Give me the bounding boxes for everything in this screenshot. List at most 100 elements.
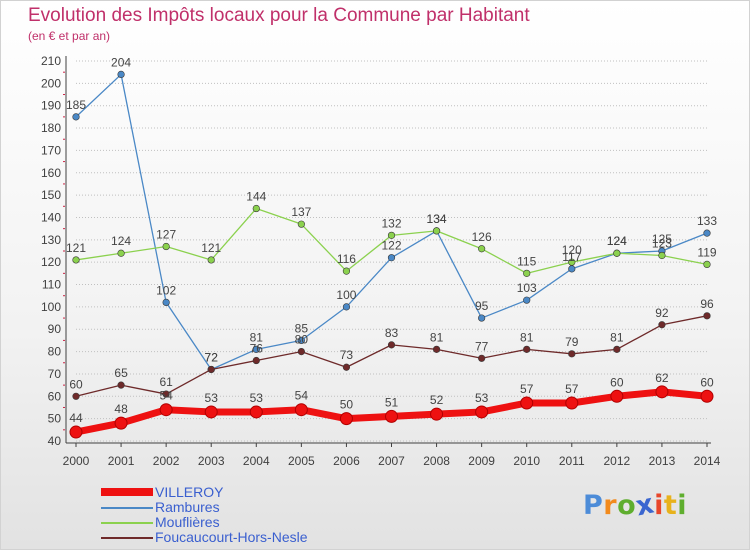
- data-label-rambures: 122: [381, 239, 401, 253]
- y-tick-label: 130: [41, 233, 61, 247]
- data-label-villeroy: 54: [295, 389, 309, 403]
- data-point-foucaucourt-hors-nesle: [387, 341, 396, 349]
- data-label-moufli-res: 121: [66, 241, 86, 255]
- x-tick-label: 2009: [468, 454, 495, 468]
- data-label-foucaucourt-hors-nesle: 65: [114, 366, 128, 380]
- x-tick-label: 2007: [378, 454, 405, 468]
- data-point-villeroy: [565, 396, 579, 410]
- y-tick-label: 210: [41, 54, 61, 68]
- data-label-moufli-res: 137: [291, 205, 311, 219]
- data-label-villeroy: 44: [69, 411, 83, 425]
- data-point-foucaucourt-hors-nesle: [72, 392, 80, 400]
- data-label-foucaucourt-hors-nesle: 81: [430, 330, 444, 344]
- data-label-rambures: 117: [562, 250, 581, 264]
- data-point-villeroy: [655, 385, 669, 399]
- data-label-villeroy: 60: [700, 375, 714, 389]
- y-tick-label: 40: [48, 434, 62, 448]
- logo-letter: i: [677, 490, 688, 521]
- data-point-rambures: [703, 229, 711, 237]
- data-label-moufli-res: 127: [156, 228, 176, 242]
- data-point-villeroy: [69, 425, 83, 439]
- y-tick-label: 110: [42, 278, 61, 292]
- legend-swatch: [101, 522, 153, 524]
- y-tick-label: 160: [41, 166, 61, 180]
- y-tick-label: 100: [41, 300, 61, 314]
- data-point-moufli-res: [568, 258, 576, 266]
- data-point-rambures: [162, 298, 170, 307]
- x-tick-label: 2014: [694, 454, 721, 468]
- data-point-moufli-res: [117, 249, 125, 257]
- data-point-villeroy: [700, 389, 714, 403]
- legend-swatch: [101, 507, 153, 509]
- data-label-rambures: 103: [517, 281, 537, 295]
- data-point-foucaucourt-hors-nesle: [117, 381, 125, 389]
- data-point-rambures: [117, 70, 125, 79]
- data-point-moufli-res: [387, 231, 396, 239]
- data-point-villeroy: [339, 412, 353, 426]
- logo-letter: P: [583, 490, 604, 521]
- data-point-rambures: [568, 265, 576, 273]
- legend-label: Rambures: [155, 499, 220, 515]
- y-tick-label: 60: [48, 389, 62, 403]
- data-point-foucaucourt-hors-nesle: [207, 365, 215, 374]
- data-label-foucaucourt-hors-nesle: 72: [205, 350, 219, 364]
- data-label-layer: 185 204 102 72 81 85 100 122 134 95 103 117 124 125 13…: [66, 55, 717, 425]
- chart-subtitle: (en € et par an): [28, 29, 111, 43]
- data-label-foucaucourt-hors-nesle: 77: [475, 339, 489, 353]
- data-label-villeroy: 57: [520, 382, 534, 396]
- y-tick-label: 190: [41, 99, 61, 113]
- logo-letter: i: [654, 490, 664, 521]
- y-tick-label: 150: [41, 188, 61, 202]
- data-point-rambures: [297, 336, 305, 345]
- y-tick-label: 80: [48, 345, 62, 359]
- y-tick-label: 90: [48, 322, 62, 336]
- data-point-moufli-res: [523, 269, 531, 277]
- data-label-rambures: 81: [250, 330, 264, 344]
- y-tick-label: 180: [41, 121, 61, 135]
- logo-letter: r: [603, 490, 618, 521]
- data-label-moufli-res: 119: [697, 245, 716, 259]
- data-label-rambures: 100: [336, 288, 356, 302]
- y-tick-label: 70: [48, 367, 62, 381]
- data-point-foucaucourt-hors-nesle: [478, 354, 486, 362]
- data-point-villeroy: [430, 407, 444, 421]
- legend-label: Mouflières: [155, 514, 220, 530]
- chart-title: Evolution des Impôts locaux pour la Comm…: [28, 5, 530, 26]
- data-label-rambures: 124: [607, 234, 627, 248]
- data-label-villeroy: 57: [565, 382, 579, 396]
- data-label-foucaucourt-hors-nesle: 80: [295, 333, 309, 347]
- data-label-moufli-res: 115: [517, 254, 536, 268]
- data-point-foucaucourt-hors-nesle: [568, 350, 576, 358]
- data-point-foucaucourt-hors-nesle: [342, 363, 351, 371]
- proxiti-logo: Proxiti: [583, 488, 688, 522]
- data-label-foucaucourt-hors-nesle: 79: [565, 335, 579, 349]
- data-label-foucaucourt-hors-nesle: 81: [610, 330, 624, 344]
- data-label-moufli-res: 121: [201, 241, 221, 255]
- x-tick-label: 2003: [198, 454, 225, 468]
- data-point-moufli-res: [703, 260, 711, 269]
- data-label-villeroy: 53: [475, 391, 489, 405]
- data-label-moufli-res: 124: [607, 234, 627, 248]
- data-label-villeroy: 52: [430, 393, 444, 407]
- x-tick-label: 2008: [423, 454, 450, 468]
- data-label-foucaucourt-hors-nesle: 60: [69, 377, 83, 391]
- data-point-rambures: [342, 303, 351, 311]
- data-point-moufli-res: [658, 251, 666, 260]
- data-label-moufli-res: 132: [381, 216, 401, 230]
- data-label-moufli-res: 120: [562, 243, 582, 257]
- data-label-moufli-res: 123: [652, 236, 672, 250]
- data-point-foucaucourt-hors-nesle: [432, 345, 441, 353]
- data-label-villeroy: 48: [114, 402, 128, 416]
- series-layer: [69, 70, 714, 439]
- data-point-foucaucourt-hors-nesle: [162, 390, 170, 398]
- data-label-villeroy: 53: [205, 391, 219, 405]
- legend-swatch: [101, 537, 153, 539]
- data-point-foucaucourt-hors-nesle: [703, 312, 711, 320]
- data-point-foucaucourt-hors-nesle: [252, 356, 260, 365]
- data-point-rambures: [72, 113, 80, 121]
- data-label-villeroy: 54: [159, 389, 173, 403]
- data-point-rambures: [478, 314, 486, 322]
- y-tick-label: 200: [41, 76, 61, 90]
- data-label-foucaucourt-hors-nesle: 92: [655, 306, 669, 320]
- data-point-villeroy: [475, 405, 489, 419]
